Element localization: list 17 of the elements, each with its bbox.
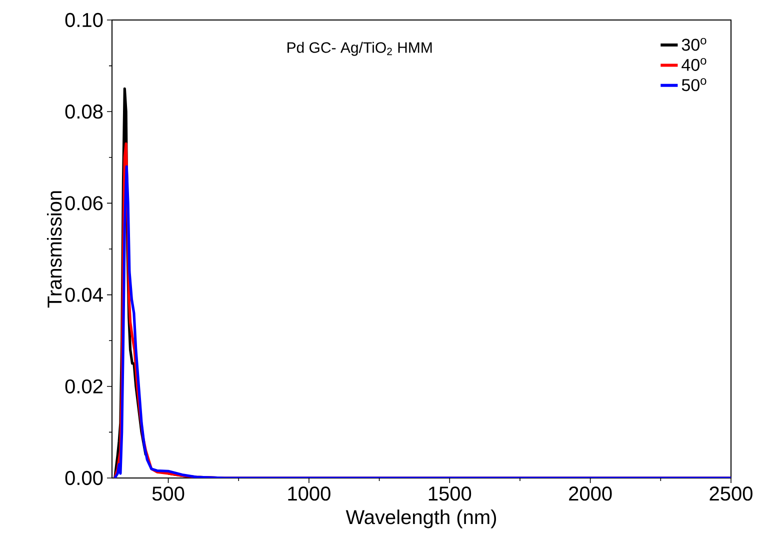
legend-label: 30$^{o}$	[682, 38, 706, 51]
y-tick-label: 0.04	[65, 288, 103, 302]
y-tick-label: 0.00	[65, 470, 103, 486]
legend-label: 50$^{o}$	[682, 78, 706, 92]
legend-label: 40$^{o}$	[682, 58, 706, 71]
y-tick-label: 0.10	[65, 12, 103, 28]
x-axis-title: Wavelength (nm)	[346, 510, 496, 528]
x-tick-label: 1500	[428, 486, 472, 501]
y-tick-label: 0.06	[65, 196, 103, 210]
y-tick-label: 0.02	[65, 379, 102, 394]
y-axis-title: Transmission	[46, 191, 62, 308]
text: Pd GC- Ag/TiO$_{2}$ HMM	[288, 42, 432, 56]
y-tick-label: 0.08	[65, 104, 103, 119]
x-tick-label: 500	[152, 486, 184, 501]
x-tick-label: 2000	[569, 486, 612, 501]
x-tick-label: 1000	[288, 486, 330, 501]
x-tick-label: 2500	[710, 486, 752, 501]
